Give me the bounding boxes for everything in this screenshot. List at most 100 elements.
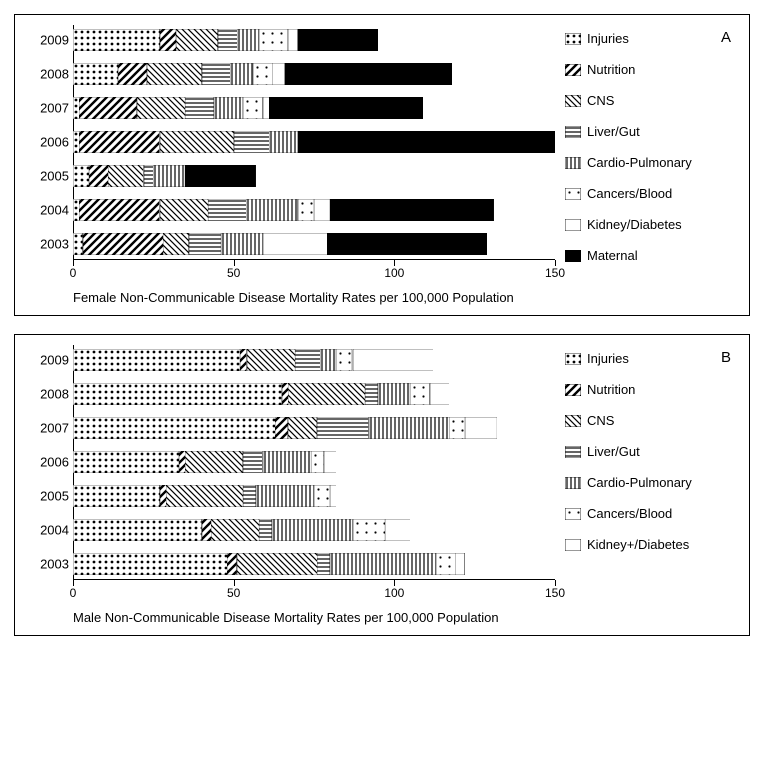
legend-item-kidney_m: Kidney+/Diabetes — [565, 537, 735, 552]
legend-swatch-cns — [565, 415, 581, 427]
x-tick-label: 150 — [545, 586, 565, 600]
bar-seg-cancer_m — [353, 519, 385, 541]
bar-seg-cancer_m — [311, 451, 324, 473]
bar-row-2007: 2007 — [73, 97, 555, 119]
legend-label: Kidney/Diabetes — [587, 217, 682, 232]
x-axis-caption: Female Non-Communicable Disease Mortalit… — [73, 288, 555, 309]
y-axis-label: 2008 — [29, 387, 69, 402]
legend-swatch-cardio — [565, 157, 581, 169]
legend-item-kidney_f: Kidney/Diabetes — [565, 217, 735, 232]
legend-item-liver: Liver/Gut — [565, 444, 735, 459]
bar-seg-nutrition — [83, 233, 163, 255]
legend-item-cns: CNS — [565, 93, 735, 108]
bar-row-2006: 2006 — [73, 131, 555, 153]
panel-letter: A — [721, 29, 731, 46]
bar-seg-liver — [202, 63, 231, 85]
x-tick-label: 150 — [545, 266, 565, 280]
legend-label: CNS — [587, 93, 614, 108]
bar-row-2004: 2004 — [73, 199, 555, 221]
legend: Injuries Nutrition CNS Liver/Gut Cardio-… — [555, 25, 735, 279]
bar-seg-injuries — [73, 485, 160, 507]
legend-label: CNS — [587, 413, 614, 428]
x-axis: 0 50 100 150 — [73, 259, 555, 288]
legend-label: Cancers/Blood — [587, 506, 672, 521]
bar-seg-kidney_f — [263, 233, 327, 255]
bar-seg-cns — [108, 165, 143, 187]
bar-seg-cardio — [330, 553, 436, 575]
bar-seg-nutrition — [202, 519, 212, 541]
bar-seg-kidney_m — [385, 519, 411, 541]
bar-seg-nutrition — [79, 199, 159, 221]
bar-seg-injuries — [73, 451, 179, 473]
chart-area: 2009 2008 — [73, 25, 555, 259]
bar-seg-injuries — [73, 519, 202, 541]
legend-swatch-nutrition — [565, 384, 581, 396]
bar-seg-cardio — [256, 485, 314, 507]
bar-seg-kidney_f — [288, 29, 298, 51]
bar-seg-injuries — [73, 349, 240, 371]
bar-seg-injuries — [73, 233, 83, 255]
y-axis-label: 2009 — [29, 353, 69, 368]
bar-seg-kidney_m — [330, 485, 336, 507]
legend-item-cns: CNS — [565, 413, 735, 428]
legend-item-cancer_f: Cancers/Blood — [565, 186, 735, 201]
bar-seg-liver — [243, 451, 262, 473]
bar-seg-cardio — [320, 349, 336, 371]
legend-label: Cardio-Pulmonary — [587, 475, 692, 490]
bar-seg-cns — [237, 553, 317, 575]
bar-seg-cancer_m — [336, 349, 352, 371]
bar-seg-cancer_f — [298, 199, 314, 221]
bar-seg-injuries — [73, 417, 275, 439]
bar-seg-cancer_m — [410, 383, 429, 405]
bar-seg-cns — [137, 97, 185, 119]
legend-swatch-cns — [565, 95, 581, 107]
bar-seg-liver — [317, 417, 368, 439]
bar-seg-liver — [295, 349, 321, 371]
legend-label: Maternal — [587, 248, 638, 263]
legend-label: Cardio-Pulmonary — [587, 155, 692, 170]
legend-swatch-cancer_m — [565, 508, 581, 520]
legend-swatch-injuries — [565, 33, 581, 45]
x-tick-label: 100 — [384, 266, 404, 280]
bar-row-2007: 2007 — [73, 417, 555, 439]
bar-seg-injuries — [73, 29, 160, 51]
bar-seg-liver — [243, 485, 256, 507]
bar-seg-maternal — [185, 165, 256, 187]
bar-row-2009: 2009 — [73, 349, 555, 371]
bar-seg-cardio — [369, 417, 449, 439]
y-axis-label: 2004 — [29, 203, 69, 218]
bar-seg-cardio — [221, 233, 263, 255]
chart-column: 2009 2008 — [29, 345, 555, 629]
bar-row-2004: 2004 — [73, 519, 555, 541]
bar-seg-cns — [288, 383, 365, 405]
bar-row-2008: 2008 — [73, 63, 555, 85]
bar-seg-nutrition — [160, 29, 176, 51]
bar-seg-cardio — [153, 165, 185, 187]
y-axis-label: 2003 — [29, 557, 69, 572]
bar-seg-cardio — [272, 519, 352, 541]
x-tick-label: 50 — [227, 266, 240, 280]
x-axis-caption: Male Non-Communicable Disease Mortality … — [73, 608, 555, 629]
bar-seg-cns — [211, 519, 259, 541]
bar-seg-maternal — [330, 199, 494, 221]
legend-swatch-kidney_f — [565, 219, 581, 231]
bar-seg-cns — [147, 63, 202, 85]
legend-label: Liver/Gut — [587, 444, 640, 459]
bar-seg-cardio — [214, 97, 243, 119]
bar-seg-liver — [189, 233, 221, 255]
y-axis-label: 2006 — [29, 455, 69, 470]
bar-seg-cns — [163, 233, 189, 255]
y-axis-label: 2005 — [29, 489, 69, 504]
y-axis-label: 2007 — [29, 421, 69, 436]
legend-swatch-nutrition — [565, 64, 581, 76]
bar-seg-cns — [288, 417, 317, 439]
legend-item-cancer_m: Cancers/Blood — [565, 506, 735, 521]
legend-item-maternal: Maternal — [565, 248, 735, 263]
bar-seg-maternal — [298, 131, 555, 153]
y-axis-label: 2007 — [29, 101, 69, 116]
bar-seg-liver — [208, 199, 247, 221]
bar-seg-maternal — [298, 29, 378, 51]
y-axis-label: 2009 — [29, 33, 69, 48]
figure-root: A 2009 — [14, 14, 750, 636]
bar-seg-kidney_f — [272, 63, 285, 85]
